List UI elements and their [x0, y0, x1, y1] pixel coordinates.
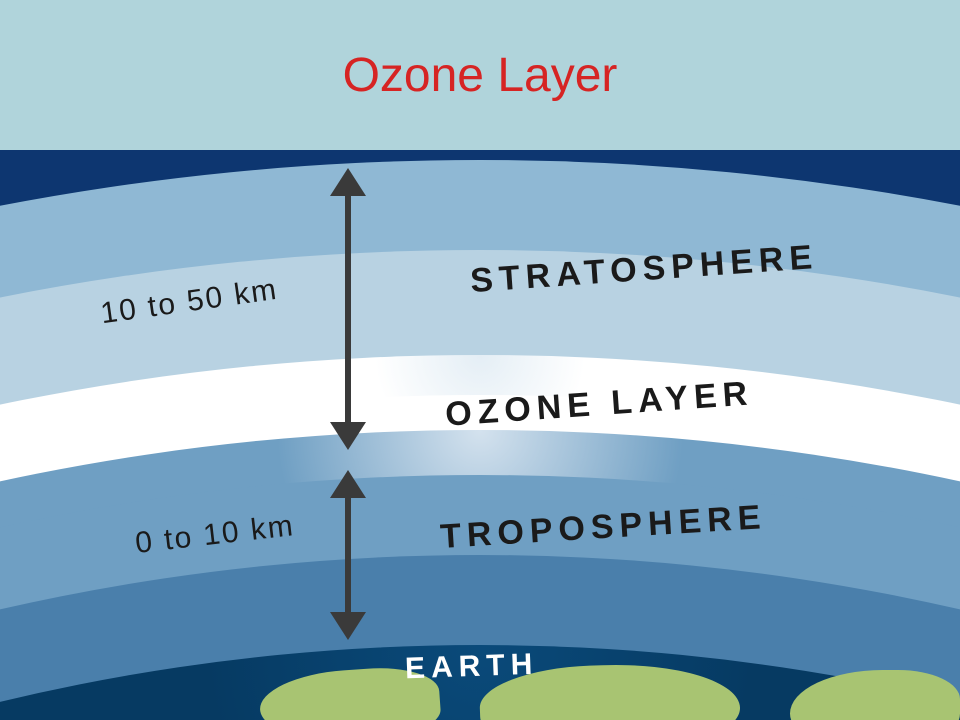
- arrow-line: [345, 492, 351, 618]
- earth-label: EARTH: [404, 648, 538, 687]
- atmosphere-diagram: STRATOSPHERE OZONE LAYER TROPOSPHERE EAR…: [0, 150, 960, 720]
- slide-header: Ozone Layer: [0, 0, 960, 150]
- slide: Ozone Layer STRATOSPHERE OZONE LAYER TRO…: [0, 0, 960, 720]
- arrow-down-icon: [330, 422, 366, 450]
- page-title: Ozone Layer: [343, 48, 618, 103]
- arrow-down-icon: [330, 612, 366, 640]
- arrow-line: [345, 190, 351, 428]
